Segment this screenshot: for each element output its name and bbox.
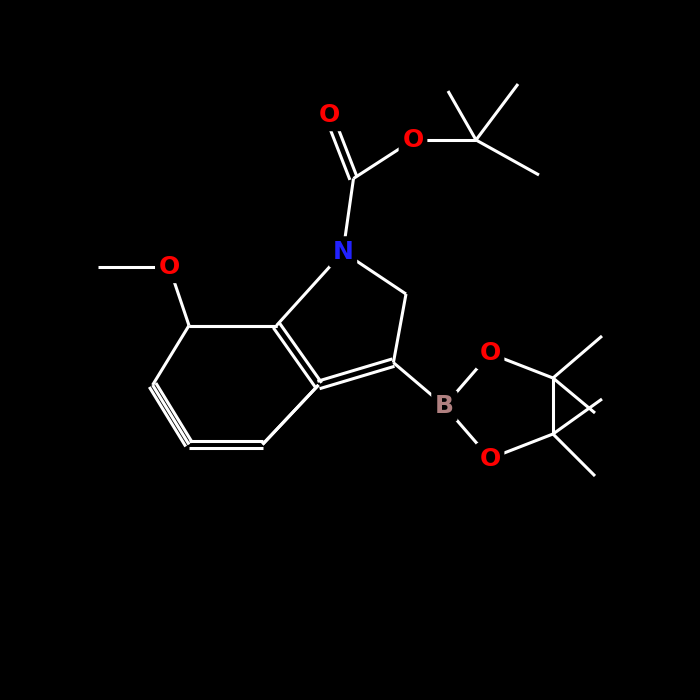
Text: B: B (435, 394, 454, 418)
Text: N: N (332, 240, 354, 264)
Text: O: O (159, 256, 180, 279)
Text: O: O (480, 447, 500, 470)
Text: O: O (480, 342, 500, 365)
Text: O: O (318, 104, 340, 127)
Text: O: O (402, 128, 423, 152)
